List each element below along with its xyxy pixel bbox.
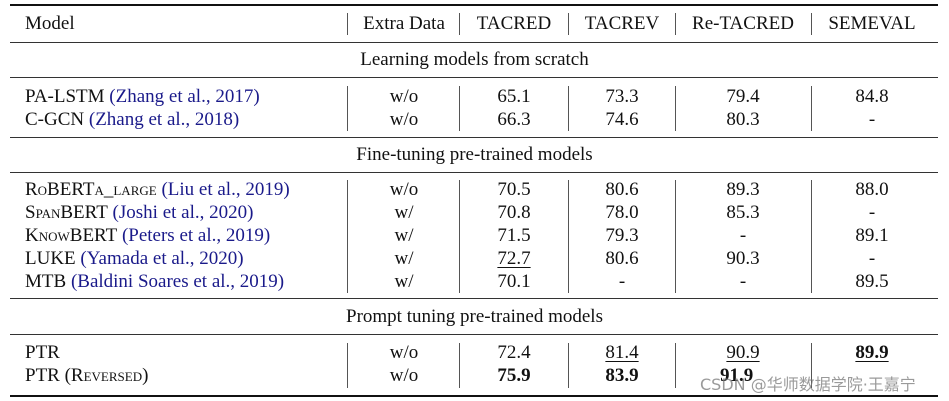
semeval-value: 84.8 [855, 86, 889, 107]
watermark: CSDN @华师数据学院·王嘉宁 [700, 375, 916, 394]
header-divider [347, 13, 348, 35]
tacred-value: 72.7 [497, 248, 531, 269]
model-name: KnowBERT (Peters et al., 2019) [25, 225, 271, 246]
model-name: LUKE (Yamada et al., 2020) [25, 248, 244, 269]
extra-data-value: w/o [389, 179, 419, 200]
column-divider [568, 180, 569, 293]
retacred-value: 89.3 [726, 179, 760, 200]
column-divider [675, 86, 676, 131]
retacred-value: 90.9 [726, 342, 760, 363]
section-rule-3 [10, 334, 938, 335]
header-retacred: Re-TACRED [692, 13, 794, 34]
retacred-value: 85.3 [726, 202, 760, 223]
model-name: C-GCN (Zhang et al., 2018) [25, 109, 240, 130]
model-name: PA-LSTM (Zhang et al., 2017) [25, 86, 260, 107]
section-rule-1 [10, 77, 938, 78]
tacrev-value: 78.0 [605, 202, 639, 223]
column-divider [811, 180, 812, 293]
model-name: SpanBERT (Joshi et al., 2020) [25, 202, 254, 223]
tacrev-value: 79.3 [605, 225, 639, 246]
citation-link[interactable]: (Baldini Soares et al., 2019) [70, 271, 285, 292]
header-extra-data: Extra Data [363, 13, 445, 34]
semeval-value: 89.9 [855, 342, 889, 363]
section-rule-2 [10, 172, 938, 173]
model-name: PTR (Reversed) [25, 365, 149, 386]
column-divider [347, 180, 348, 293]
citation-link[interactable]: (Yamada et al., 2020) [80, 248, 244, 269]
column-divider [811, 343, 812, 388]
header-divider [811, 13, 812, 35]
extra-data-value: w/o [389, 86, 419, 107]
column-divider [675, 343, 676, 388]
bottom-rule [10, 395, 938, 397]
column-divider [811, 86, 812, 131]
tacrev-value: - [618, 271, 626, 292]
retacred-value: 80.3 [726, 109, 760, 130]
group-rule-2 [10, 298, 938, 299]
header-divider [675, 13, 676, 35]
section-title: Fine-tuning pre-trained models [356, 144, 593, 165]
retacred-value: 79.4 [726, 86, 760, 107]
tacrev-value: 73.3 [605, 86, 639, 107]
model-name: PTR [25, 342, 60, 363]
semeval-value: 89.5 [855, 271, 889, 292]
citation-link[interactable]: (Zhang et al., 2018) [88, 109, 240, 130]
tacred-value: 75.9 [497, 365, 531, 386]
citation-link[interactable]: (Peters et al., 2019) [121, 225, 271, 246]
section-title: Prompt tuning pre-trained models [346, 306, 603, 327]
header-model: Model [25, 13, 75, 34]
extra-data-value: w/ [394, 202, 414, 223]
retacred-value: - [739, 225, 747, 246]
semeval-value: 89.1 [855, 225, 889, 246]
group-rule-1 [10, 137, 938, 138]
extra-data-value: w/ [394, 248, 414, 269]
extra-data-value: w/o [389, 342, 419, 363]
retacred-value: - [739, 271, 747, 292]
tacred-value: 70.1 [497, 271, 531, 292]
retacred-value: 90.3 [726, 248, 760, 269]
extra-data-value: w/o [389, 109, 419, 130]
column-divider [459, 343, 460, 388]
extra-data-value: w/o [389, 365, 419, 386]
tacred-value: 66.3 [497, 109, 531, 130]
tacrev-value: 80.6 [605, 179, 639, 200]
tacrev-value: 83.9 [605, 365, 639, 386]
tacred-value: 70.8 [497, 202, 531, 223]
tacred-value: 65.1 [497, 86, 531, 107]
column-divider [459, 180, 460, 293]
semeval-value: 88.0 [855, 179, 889, 200]
column-divider [347, 86, 348, 131]
column-divider [675, 180, 676, 293]
header-semeval: SEMEVAL [828, 13, 916, 34]
tacrev-value: 81.4 [605, 342, 639, 363]
top-rule [10, 4, 938, 6]
tacrev-value: 74.6 [605, 109, 639, 130]
column-divider [347, 343, 348, 388]
column-divider [459, 86, 460, 131]
semeval-value: - [868, 109, 876, 130]
header-divider [568, 13, 569, 35]
tacrev-value: 80.6 [605, 248, 639, 269]
model-name: MTB (Baldini Soares et al., 2019) [25, 271, 285, 292]
citation-link[interactable]: (Zhang et al., 2017) [109, 86, 260, 107]
retacred-value: 91.9 [720, 365, 754, 386]
citation-link[interactable]: (Joshi et al., 2020) [112, 202, 254, 223]
tacred-value: 70.5 [497, 179, 531, 200]
extra-data-value: w/ [394, 271, 414, 292]
header-rule [10, 42, 938, 43]
column-divider [568, 86, 569, 131]
semeval-value: - [868, 248, 876, 269]
section-title: Learning models from scratch [360, 49, 589, 70]
header-divider [459, 13, 460, 35]
citation-link[interactable]: (Liu et al., 2019) [161, 179, 290, 200]
header-tacred: TACRED [476, 13, 552, 34]
model-name: RoBERTa_large (Liu et al., 2019) [25, 179, 290, 200]
header-tacrev: TACREV [584, 13, 660, 34]
extra-data-value: w/ [394, 225, 414, 246]
column-divider [568, 343, 569, 388]
semeval-value: - [868, 202, 876, 223]
tacred-value: 71.5 [497, 225, 531, 246]
tacred-value: 72.4 [497, 342, 531, 363]
